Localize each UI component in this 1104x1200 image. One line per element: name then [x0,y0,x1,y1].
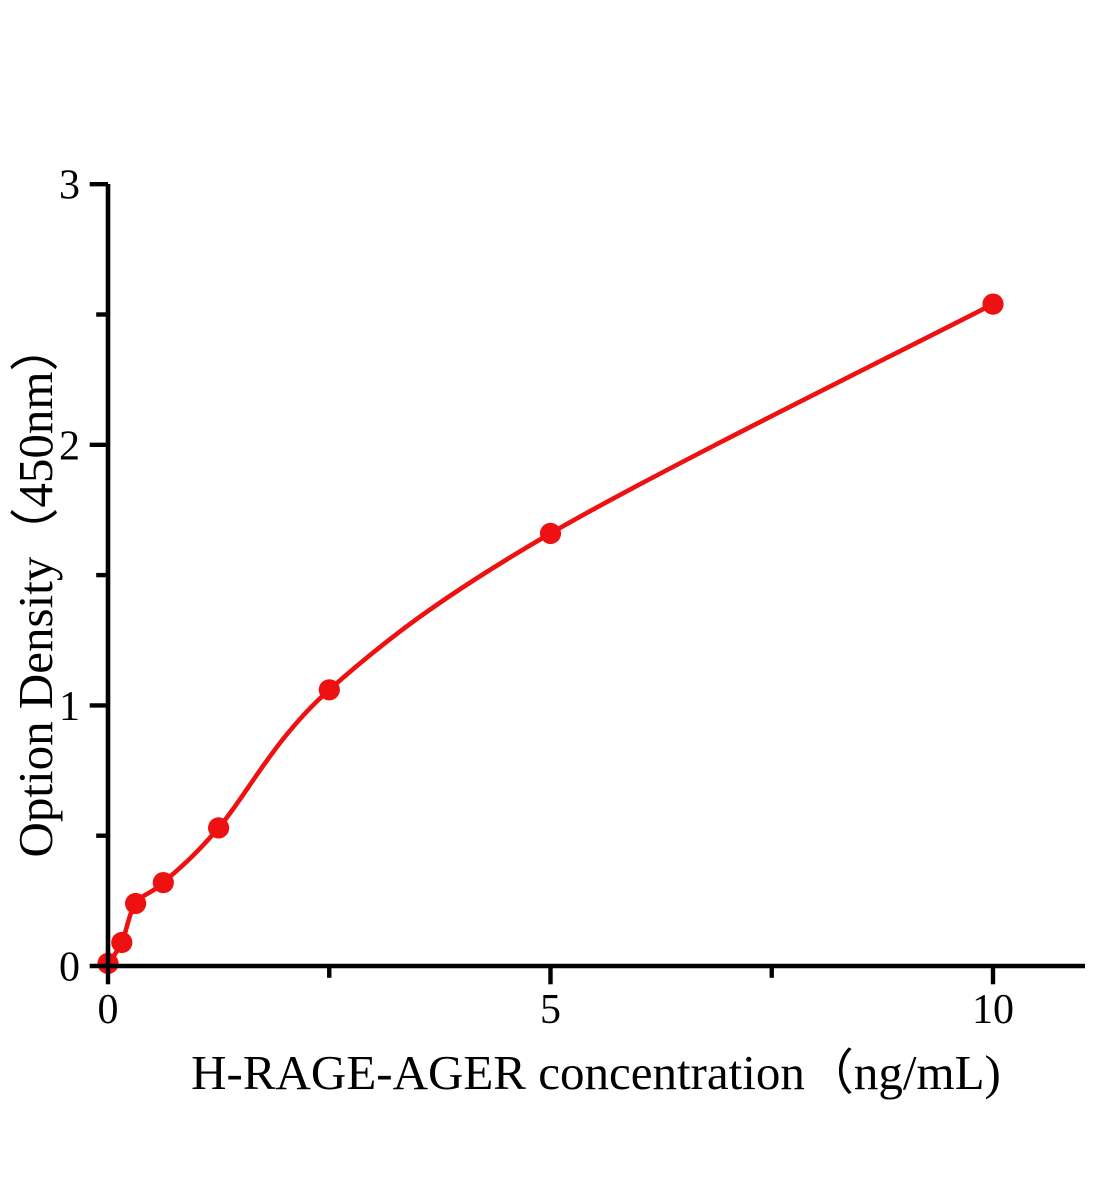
data-point [982,293,1004,315]
data-point [318,679,340,701]
axis-ticks [89,181,996,985]
y-tick-label: 0 [59,945,80,991]
data-point [111,931,133,954]
axes [105,184,1085,969]
y-tick-label: 3 [59,163,80,209]
x-tick-label: 0 [98,987,119,1033]
axis-tick-labels: 0 5 10 0 1 2 3 [59,163,1014,1033]
x-axis-title: H-RAGE-AGER concentration（ng/mL) [191,1045,1001,1100]
data-point [208,817,230,839]
data-point [125,892,147,915]
x-tick-label: 5 [540,987,561,1033]
y-tick-label: 2 [59,423,80,469]
y-tick-label: 1 [59,684,80,730]
data-points [97,293,1004,975]
y-axis-title: Option Density（450nm） [8,323,63,858]
data-point [539,522,562,545]
standard-curve-line [106,302,995,965]
x-tick-label: 10 [972,987,1014,1033]
data-point [152,872,174,894]
